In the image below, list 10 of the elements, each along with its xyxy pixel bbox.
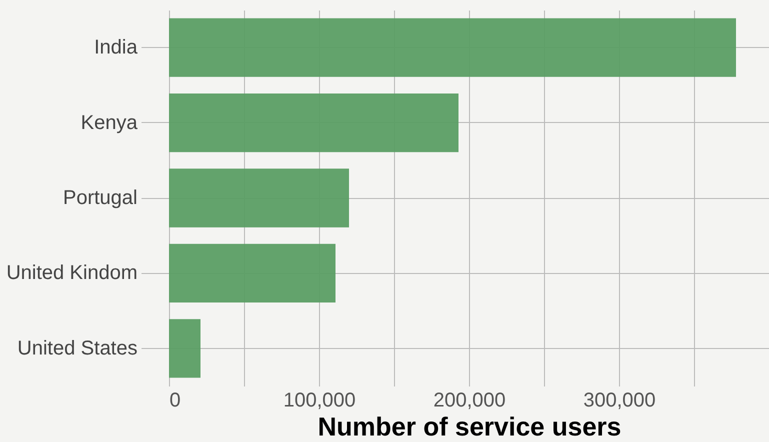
y-tick-label: Kenya [80,112,138,134]
x-tick-label: 100,000 [283,390,356,412]
x-tick-label: 200,000 [433,390,506,412]
x-tick-label: 0 [170,390,181,412]
x-tick-label: 300,000 [583,390,656,412]
y-tick-label: India [94,36,138,59]
y-tick-label: United Kindom [6,262,138,284]
y-tick-label: United States [17,337,138,360]
y-tick-label: Portugal [63,187,138,209]
x-axis-title: Number of service users [318,412,622,442]
